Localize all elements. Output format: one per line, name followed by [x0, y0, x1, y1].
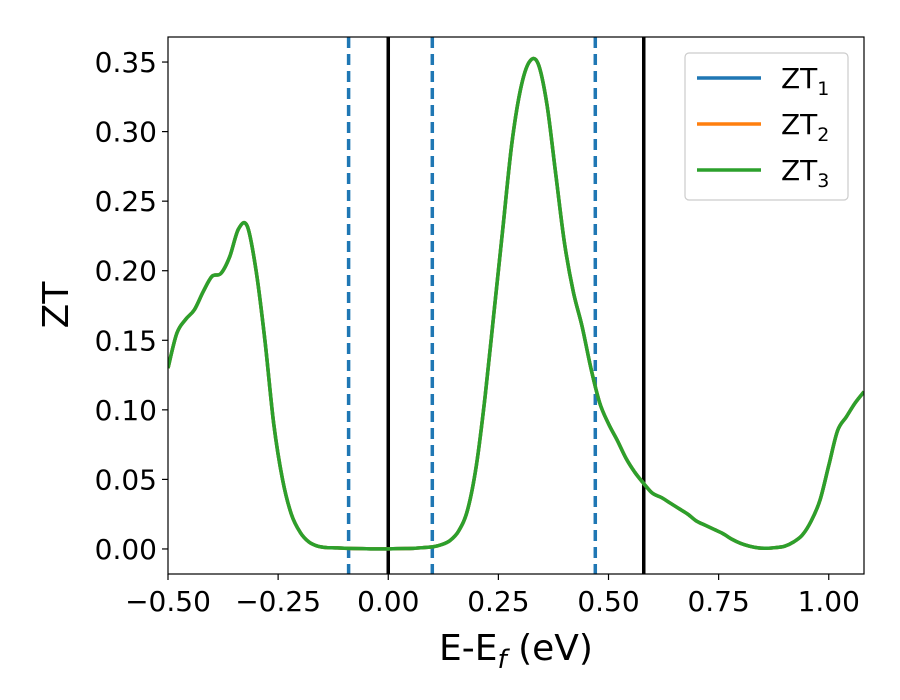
legend-entry-zt3: ZT3: [697, 154, 829, 192]
x-axis-ticks: −0.50 −0.25 0.00 0.25 0.50 0.75 1.00: [125, 574, 860, 618]
x-tick-label: 0.50: [577, 585, 639, 618]
plot-frame: [167, 36, 865, 575]
x-tick-label: −0.25: [235, 585, 321, 618]
y-tick-label: 0.00: [95, 533, 157, 566]
series-lines: [168, 56, 864, 551]
y-tick-label: 0.20: [95, 255, 157, 288]
y-axis-ticks: 0.00 0.05 0.10 0.15 0.20 0.25 0.30 0.35: [95, 46, 168, 566]
legend-label-zt3: ZT3: [781, 154, 829, 192]
legend-entry-zt2: ZT2: [697, 108, 829, 146]
legend-label-zt2: ZT2: [781, 108, 829, 146]
y-axis-label: ZT: [36, 281, 77, 329]
legend-label-zt1: ZT1: [781, 62, 829, 100]
y-tick-label: 0.05: [95, 463, 157, 496]
x-tick-label: −0.50: [125, 585, 211, 618]
legend: ZT1 ZT2 ZT3: [684, 52, 849, 201]
x-tick-label: 0.25: [467, 585, 529, 618]
vertical-lines: [346, 37, 646, 574]
x-tick-label: 0.00: [357, 585, 419, 618]
legend-box: [684, 52, 849, 201]
y-tick-label: 0.25: [95, 185, 157, 218]
plot-area: [167, 36, 865, 575]
series-line-zt3: [168, 56, 864, 551]
y-tick-label: 0.35: [95, 46, 157, 79]
x-tick-label: 1.00: [798, 585, 860, 618]
y-tick-label: 0.10: [95, 394, 157, 427]
x-axis-label: E-Ef (eV): [439, 628, 593, 675]
y-tick-label: 0.15: [95, 324, 157, 357]
y-tick-label: 0.30: [95, 116, 157, 149]
x-tick-label: 0.75: [687, 585, 749, 618]
legend-entry-zt1: ZT1: [697, 62, 829, 100]
